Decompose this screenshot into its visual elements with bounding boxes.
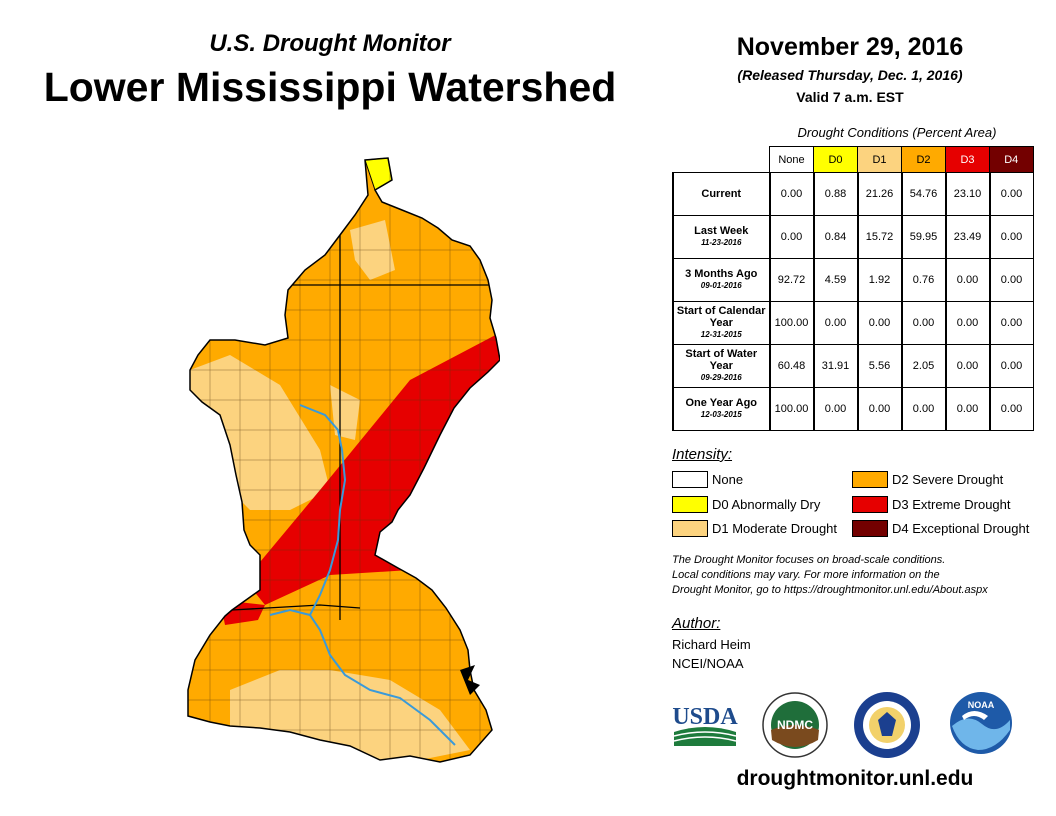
d1-region-center xyxy=(330,385,360,440)
release-date: (Released Thursday, Dec. 1, 2016) xyxy=(737,67,963,83)
legend-label: D4 Exceptional Drought xyxy=(892,521,1030,536)
col-d0: D0 xyxy=(813,146,858,173)
table-header-row: None D0 D1 D2 D3 D4 xyxy=(673,146,1034,173)
legend-label: D0 Abnormally Dry xyxy=(712,497,821,512)
table-cell: 100.00 xyxy=(768,387,814,431)
legend-swatch-d2 xyxy=(852,471,888,488)
table-row: 3 Months Ago 09-01-2016 92.72 4.59 1.92 0… xyxy=(672,258,1034,302)
table-cell: 92.72 xyxy=(768,258,814,302)
table-cell: 0.00 xyxy=(988,172,1034,216)
drought-map xyxy=(187,157,500,763)
col-d3: D3 xyxy=(945,146,990,173)
col-d1: D1 xyxy=(857,146,902,173)
legend-swatch-d1 xyxy=(672,520,708,537)
table-cell: 0.00 xyxy=(768,215,814,259)
website-url[interactable]: droughtmonitor.unl.edu xyxy=(736,767,974,790)
table-cell: 0.00 xyxy=(812,387,858,431)
ndmc-logo: NDMC xyxy=(762,692,828,758)
map-subtitle: U.S. Drought Monitor xyxy=(209,30,451,57)
mississippi-river xyxy=(299,404,456,746)
disclaimer-note: The Drought Monitor focuses on broad-sca… xyxy=(672,553,1042,598)
table-cell: 0.76 xyxy=(900,258,946,302)
usda-logo: USDA xyxy=(672,704,738,746)
table-cell: 31.91 xyxy=(812,344,858,388)
col-d4: D4 xyxy=(989,146,1034,173)
legend-swatch-d4 xyxy=(852,520,888,537)
table-cell: 0.00 xyxy=(944,387,990,431)
table-cell: 0.00 xyxy=(988,344,1034,388)
d3-region xyxy=(245,330,500,605)
table-cell: 5.56 xyxy=(856,344,902,388)
table-cell: 0.88 xyxy=(812,172,858,216)
watershed-outline xyxy=(187,157,500,763)
table-cell: 21.26 xyxy=(856,172,902,216)
table-cell: 0.00 xyxy=(900,301,946,345)
table-cell: 0.00 xyxy=(988,387,1034,431)
note-line: Local conditions may vary. For more info… xyxy=(672,569,940,581)
commerce-seal-logo xyxy=(854,692,920,758)
note-line: The Drought Monitor focuses on broad-sca… xyxy=(672,554,946,566)
row-label: Start of Water Year 09-29-2016 xyxy=(672,344,770,388)
table-cell: 0.84 xyxy=(812,215,858,259)
table-cell: 0.00 xyxy=(812,301,858,345)
author-org: NCEI/NOAA xyxy=(672,656,744,671)
legend-swatch-d0 xyxy=(672,496,708,513)
table-cell: 59.95 xyxy=(900,215,946,259)
table-cell: 0.00 xyxy=(988,258,1034,302)
map-date: November 29, 2016 xyxy=(736,33,964,61)
svg-text:NDMC: NDMC xyxy=(777,718,813,732)
table-caption: Drought Conditions (Percent Area) xyxy=(797,125,997,140)
svg-text:NOAA: NOAA xyxy=(968,700,995,710)
legend-label: D3 Extreme Drought xyxy=(892,497,1011,512)
row-label: One Year Ago 12-03-2015 xyxy=(672,387,770,431)
legend-label: None xyxy=(712,472,744,487)
col-d2: D2 xyxy=(901,146,946,173)
table-cell: 0.00 xyxy=(900,387,946,431)
table-cell: 0.00 xyxy=(944,344,990,388)
legend-title: Intensity: xyxy=(672,446,733,463)
table-cell: 0.00 xyxy=(768,172,814,216)
table-cell: 4.59 xyxy=(812,258,858,302)
table-cell: 0.00 xyxy=(944,258,990,302)
noaa-logo: NOAA xyxy=(950,692,1012,754)
delta-marsh xyxy=(460,665,480,695)
table-row: Start of Calendar Year 12-31-2015 100.00 … xyxy=(672,301,1034,345)
table-cell: 1.92 xyxy=(856,258,902,302)
row-label: Current xyxy=(672,172,770,216)
table-row: Last Week 11-23-2016 0.00 0.84 15.72 59.9… xyxy=(672,215,1034,259)
table-row: Current 0.00 0.88 21.26 54.76 23.10 0.00 xyxy=(672,172,1034,216)
col-none: None xyxy=(769,146,814,173)
table-cell: 0.00 xyxy=(856,301,902,345)
table-cell: 23.49 xyxy=(944,215,990,259)
table-cell: 15.72 xyxy=(856,215,902,259)
legend-swatch-d3 xyxy=(852,496,888,513)
row-label: Last Week 11-23-2016 xyxy=(672,215,770,259)
author-name: Richard Heim xyxy=(672,637,751,652)
table-cell: 100.00 xyxy=(768,301,814,345)
table-row: One Year Ago 12-03-2015 100.00 0.00 0.00 … xyxy=(672,387,1034,431)
row-label: Start of Calendar Year 12-31-2015 xyxy=(672,301,770,345)
map-title: Lower Mississippi Watershed xyxy=(43,64,617,110)
legend-label: D2 Severe Drought xyxy=(892,472,1004,487)
legend-swatch-none xyxy=(672,471,708,488)
table-cell: 54.76 xyxy=(900,172,946,216)
row-label: 3 Months Ago 09-01-2016 xyxy=(672,258,770,302)
table-cell: 0.00 xyxy=(944,301,990,345)
svg-text:USDA: USDA xyxy=(672,704,738,730)
table-cell: 0.00 xyxy=(856,387,902,431)
table-cell: 0.00 xyxy=(988,301,1034,345)
note-line: Drought Monitor, go to https://droughtmo… xyxy=(672,584,988,596)
table-cell: 23.10 xyxy=(944,172,990,216)
author-heading: Author: xyxy=(672,615,721,632)
table-cell: 0.00 xyxy=(988,215,1034,259)
table-cell: 60.48 xyxy=(768,344,814,388)
drought-stats-table: None D0 D1 D2 D3 D4 Current 0.00 0.88 21… xyxy=(672,146,1034,431)
red-river xyxy=(269,608,311,616)
valid-time: Valid 7 a.m. EST xyxy=(796,89,904,105)
table-row: Start of Water Year 09-29-2016 60.48 31.9… xyxy=(672,344,1034,388)
table-cell: 2.05 xyxy=(900,344,946,388)
state-lines xyxy=(231,220,490,620)
legend-label: D1 Moderate Drought xyxy=(712,521,838,536)
